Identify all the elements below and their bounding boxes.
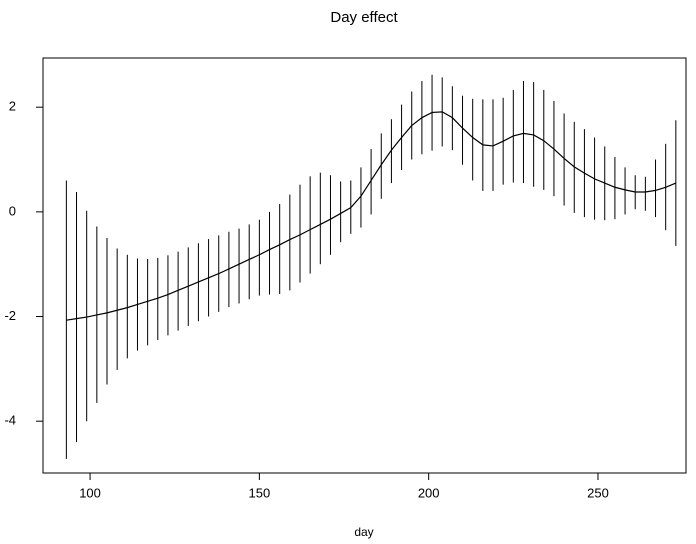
x-tick-label: 100 — [79, 485, 101, 500]
y-tick-label: 2 — [9, 99, 16, 114]
x-tick-label: 200 — [418, 485, 440, 500]
x-axis-label: day — [354, 525, 373, 539]
x-tick-label: 250 — [587, 485, 609, 500]
fit-line — [66, 111, 677, 321]
y-tick-label: 0 — [9, 203, 16, 218]
plot-frame — [42, 57, 687, 474]
x-tick-label: 150 — [249, 485, 271, 500]
chart-title: Day effect — [330, 9, 398, 26]
y-tick-label: -4 — [4, 413, 16, 428]
y-tick-label: -2 — [4, 308, 16, 323]
